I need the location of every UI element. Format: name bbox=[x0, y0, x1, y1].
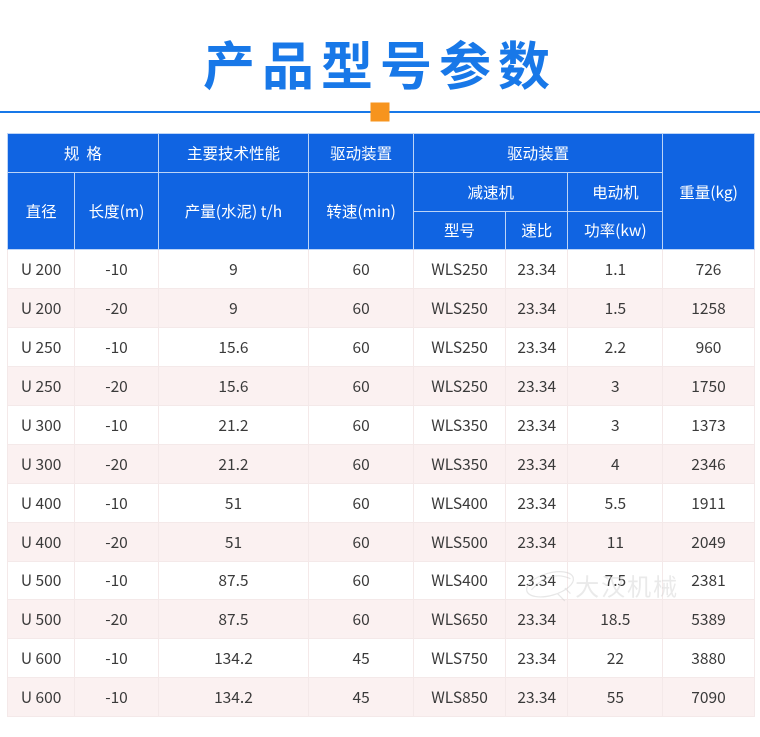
svg-text:大汉机械: 大汉机械 bbox=[575, 567, 679, 602]
